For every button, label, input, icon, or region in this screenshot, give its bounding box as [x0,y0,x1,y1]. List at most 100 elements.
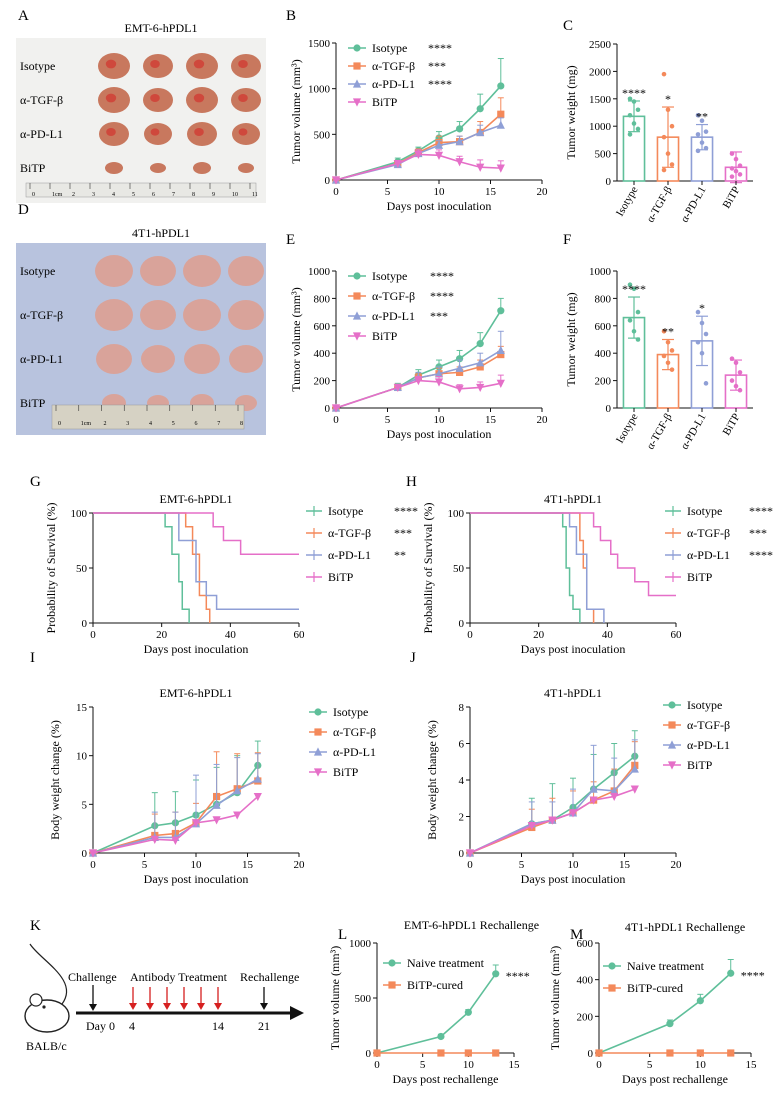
data-point [668,721,676,729]
y-axis-label: Tumor volume (mm³) [289,287,303,392]
y-tick-label: 0 [366,1048,372,1060]
significance-label: **** [741,968,765,982]
x-tick-label: 40 [602,629,614,641]
data-point [455,137,464,146]
y-tick-label: 400 [595,348,612,360]
legend-label: BiTP [333,765,359,779]
x-tick-label: 60 [671,629,683,641]
treatment-arrowhead [214,1003,222,1010]
data-point [455,363,464,372]
data-point [212,816,221,825]
legend-label: BiTP [687,570,713,584]
tumor-specimen [105,162,123,174]
data-point [635,309,641,315]
panel-letter-i: I [30,650,35,666]
legend-label: Isotype [328,504,363,518]
legend-label: α-TGF-β [687,718,730,732]
y-tick-label: 1000 [308,266,331,278]
legend-label: BiTP-cured [627,981,683,995]
mouse-strain-label: BALB/c [26,1039,67,1053]
chart-title: EMT-6-hPDL1 [160,492,233,506]
panel-letter-b: B [286,8,296,24]
x-tick-label: α-PD-L1 [679,185,709,225]
legend-significance: **** [430,289,454,303]
photo-background [16,38,266,203]
data-point [352,98,362,107]
tumor-photo-a: EMT-6-hPDL1 Isotype α-TGF-β α-PD-L1 BiTP 0 1cm… [16,21,266,203]
tumor-specimen [95,299,133,331]
x-tick-label: 0 [90,629,96,641]
x-tick-label: 60 [294,629,306,641]
y-tick-label: 0 [459,848,465,860]
data-point [665,339,671,345]
tumor-specimen [238,163,254,173]
x-tick-label: 0 [90,859,96,871]
x-tick-label: 5 [385,414,391,426]
y-tick-label: 2 [459,812,465,824]
y-axis-label: Body weight change (%) [48,720,62,840]
x-tick-label: 10 [434,414,446,426]
y-tick-label: 1500 [589,94,612,106]
data-point [434,140,444,149]
data-point [414,377,423,386]
data-point [610,792,619,802]
legend-significance: **** [749,504,773,518]
tumor-specimen [228,300,264,330]
data-point [393,159,402,169]
tumor-specimen-red-spot [238,60,248,68]
legend-label: α-TGF-β [372,59,415,73]
data-point [497,110,505,118]
ruler-mark-label: 6 [152,192,155,198]
legend-label: Isotype [687,504,722,518]
legend-label: α-PD-L1 [372,309,415,323]
legend-label: α-PD-L1 [328,548,371,562]
y-tick-label: 6 [459,739,465,751]
data-point [737,163,743,168]
x-tick-label: 5 [142,859,148,871]
x-axis-label: Days post inoculation [387,199,492,213]
treatment-end-day: 14 [212,1019,224,1033]
x-tick-label: BiTP [721,412,743,438]
data-point [233,811,242,820]
series-line [335,310,502,409]
legend-label: α-PD-L1 [687,548,730,562]
y-tick-label: 0 [82,618,88,630]
y-axis-label: Body weight change (%) [425,720,439,840]
tumor-specimen-red-spot [150,94,160,102]
panel-letter-k: K [30,918,41,934]
tumor-specimen [183,255,221,287]
data-point [476,105,484,113]
data-point [665,107,671,113]
y-axis-label: Probability of Survival (%) [421,503,435,634]
legend-label: α-TGF-β [328,526,371,540]
tumor-specimen-red-spot [105,93,117,103]
x-tick-label: 10 [568,859,580,871]
data-point [476,340,484,348]
data-point [171,836,180,845]
treatment-arrowhead [146,1003,154,1010]
data-point [733,168,739,174]
y-tick-label: 0 [325,175,331,187]
tumor-specimen-red-spot [193,93,205,103]
x-tick-label: 5 [519,859,525,871]
data-point [695,309,701,315]
x-axis-label: Days post inoculation [521,642,626,656]
y-tick-label: 1000 [308,84,331,96]
legend-significance: *** [749,526,767,540]
survival-curve [470,512,581,623]
data-point [667,740,677,749]
ruler-mark-label: 6 [195,421,198,427]
legend-label: BiTP [372,329,398,343]
ruler-mark-label: 10 [232,192,238,198]
y-tick-label: 2000 [589,66,612,78]
data-point [695,339,701,345]
data-point [661,328,667,334]
significance-label: * [699,301,705,315]
data-point [434,369,444,378]
significance-label: ** [662,325,674,339]
data-point [699,350,705,356]
ruler-mark-label: 7 [217,421,220,427]
data-point [352,332,362,341]
